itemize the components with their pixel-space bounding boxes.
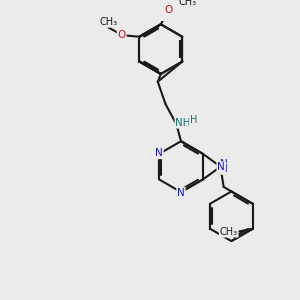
Text: CH₃: CH₃	[99, 17, 117, 27]
Text: O: O	[164, 5, 173, 15]
Text: N: N	[220, 164, 227, 174]
Text: N: N	[220, 159, 228, 170]
Text: N: N	[155, 148, 163, 158]
Text: H: H	[190, 116, 197, 125]
Text: NH: NH	[176, 118, 191, 128]
Text: N: N	[217, 162, 225, 172]
Text: N: N	[177, 188, 185, 198]
Text: CH₃: CH₃	[220, 227, 238, 237]
Text: O: O	[118, 30, 126, 40]
Text: CH₃: CH₃	[178, 0, 196, 7]
